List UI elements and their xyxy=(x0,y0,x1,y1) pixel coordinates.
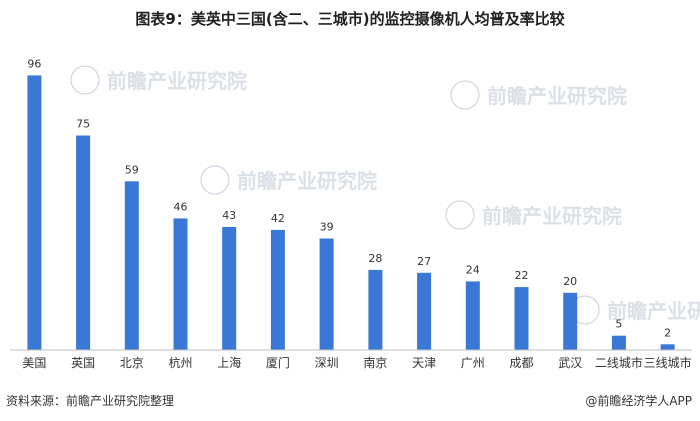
bar-天津 xyxy=(417,273,431,350)
bar-三线城市 xyxy=(661,344,675,350)
category-label-深圳: 深圳 xyxy=(315,356,339,370)
data-label-英国: 75 xyxy=(76,118,90,131)
bar-北京 xyxy=(125,181,139,350)
source-note: 资料来源：前瞻产业研究院整理 xyxy=(6,392,174,409)
category-label-天津: 天津 xyxy=(412,356,436,370)
bar-上海 xyxy=(222,227,236,350)
data-label-武汉: 20 xyxy=(563,275,577,288)
data-label-二线城市: 5 xyxy=(615,318,622,331)
category-label-美国: 美国 xyxy=(22,356,46,370)
category-label-二线城市: 二线城市 xyxy=(595,355,643,370)
watermark-text-1: 前瞻产业研究院 xyxy=(107,69,247,93)
bar-武汉 xyxy=(563,293,577,350)
data-label-北京: 59 xyxy=(125,163,139,176)
data-label-上海: 43 xyxy=(222,209,236,222)
watermark-group: 前瞻产业研究院 前瞻产业研究院 前瞻产业研究院 前瞻产业研究院 前瞻产业研究院 xyxy=(71,66,700,324)
data-label-三线城市: 2 xyxy=(664,326,671,339)
bar-深圳 xyxy=(320,239,334,351)
watermark-text-3: 前瞻产业研究院 xyxy=(237,169,377,193)
data-label-广州: 24 xyxy=(466,263,480,276)
category-labels: 美国 英国 北京 杭州 上海 厦门 深圳 南京 天津 广州 成都 武汉 二线城市 三线城市 xyxy=(22,355,691,370)
category-label-三线城市: 三线城市 xyxy=(644,355,692,370)
category-label-南京: 南京 xyxy=(363,355,387,370)
bar-广州 xyxy=(466,281,480,350)
data-label-成都: 22 xyxy=(515,269,529,282)
data-label-深圳: 39 xyxy=(320,221,334,234)
category-label-广州: 广州 xyxy=(461,356,485,370)
bar-二线城市 xyxy=(612,336,626,350)
data-label-美国: 96 xyxy=(27,57,41,70)
watermark-text-4: 前瞻产业研究院 xyxy=(482,204,622,228)
bar-美国 xyxy=(27,75,41,350)
category-label-武汉: 武汉 xyxy=(558,356,582,370)
category-label-上海: 上海 xyxy=(217,355,241,370)
category-label-英国: 英国 xyxy=(71,356,95,370)
data-label-厦门: 42 xyxy=(271,212,285,225)
category-label-北京: 北京 xyxy=(120,356,144,370)
category-label-成都: 成都 xyxy=(509,356,533,370)
bar-厦门 xyxy=(271,230,285,350)
category-label-杭州: 杭州 xyxy=(168,355,192,370)
data-label-南京: 28 xyxy=(368,252,382,265)
bar-成都 xyxy=(515,287,529,350)
bar-南京 xyxy=(368,270,382,350)
brand-credit: @前瞻经济学人APP xyxy=(585,392,692,409)
watermark-text-2: 前瞻产业研究院 xyxy=(487,84,627,108)
bar-英国 xyxy=(76,136,90,351)
data-label-天津: 27 xyxy=(417,255,431,268)
data-label-杭州: 46 xyxy=(174,200,188,213)
category-label-厦门: 厦门 xyxy=(266,355,290,370)
bar-杭州 xyxy=(174,218,188,350)
